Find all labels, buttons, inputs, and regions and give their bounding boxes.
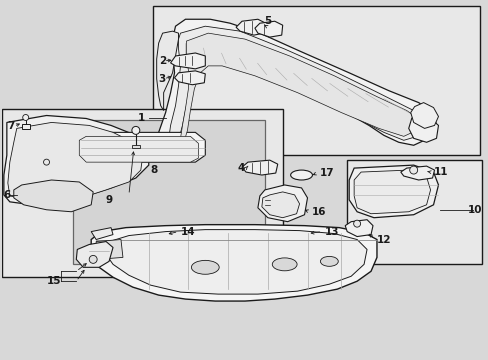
Text: 6: 6	[4, 190, 11, 200]
Text: 14: 14	[180, 226, 195, 237]
Polygon shape	[8, 122, 142, 202]
Polygon shape	[156, 31, 178, 111]
Polygon shape	[14, 180, 93, 212]
Text: 3: 3	[158, 74, 165, 84]
Polygon shape	[76, 242, 113, 267]
Text: 16: 16	[311, 207, 325, 217]
Polygon shape	[345, 220, 372, 237]
Bar	[152, 6, 479, 155]
Text: 4: 4	[237, 163, 244, 173]
Polygon shape	[408, 113, 438, 142]
Polygon shape	[170, 53, 205, 69]
Polygon shape	[91, 228, 113, 239]
Text: 13: 13	[324, 226, 338, 237]
Text: 1: 1	[137, 113, 144, 123]
Polygon shape	[168, 26, 427, 145]
Text: 7: 7	[7, 121, 14, 131]
Text: 17: 17	[319, 168, 333, 178]
Bar	[2, 109, 282, 277]
Text: 9: 9	[105, 195, 112, 205]
Polygon shape	[155, 19, 436, 150]
Bar	[21, 125, 30, 129]
Polygon shape	[257, 185, 307, 222]
Polygon shape	[236, 19, 265, 35]
Polygon shape	[353, 170, 429, 214]
Circle shape	[132, 126, 140, 134]
Ellipse shape	[290, 170, 312, 180]
Text: 8: 8	[150, 165, 157, 175]
Ellipse shape	[191, 260, 219, 274]
Circle shape	[409, 166, 417, 174]
Polygon shape	[174, 71, 205, 85]
Circle shape	[22, 114, 29, 121]
Text: 11: 11	[433, 167, 447, 177]
Polygon shape	[348, 165, 438, 218]
Circle shape	[43, 159, 49, 165]
Circle shape	[89, 255, 97, 264]
Polygon shape	[254, 21, 282, 37]
Ellipse shape	[320, 256, 338, 266]
Text: 5: 5	[264, 16, 271, 26]
Text: 10: 10	[467, 205, 481, 215]
Polygon shape	[79, 136, 198, 162]
Polygon shape	[4, 116, 148, 205]
Polygon shape	[180, 33, 420, 140]
Polygon shape	[75, 132, 205, 162]
Text: 15: 15	[47, 276, 61, 286]
Ellipse shape	[272, 258, 297, 271]
Bar	[132, 145, 140, 148]
Polygon shape	[96, 239, 122, 260]
Text: 2: 2	[158, 56, 165, 66]
Polygon shape	[410, 103, 438, 129]
Polygon shape	[242, 160, 277, 175]
Polygon shape	[400, 166, 434, 180]
Bar	[346, 160, 481, 264]
Circle shape	[353, 220, 360, 227]
Polygon shape	[262, 192, 299, 218]
Polygon shape	[106, 230, 366, 294]
Bar	[73, 121, 264, 264]
Polygon shape	[91, 225, 376, 301]
Text: 12: 12	[376, 234, 391, 244]
